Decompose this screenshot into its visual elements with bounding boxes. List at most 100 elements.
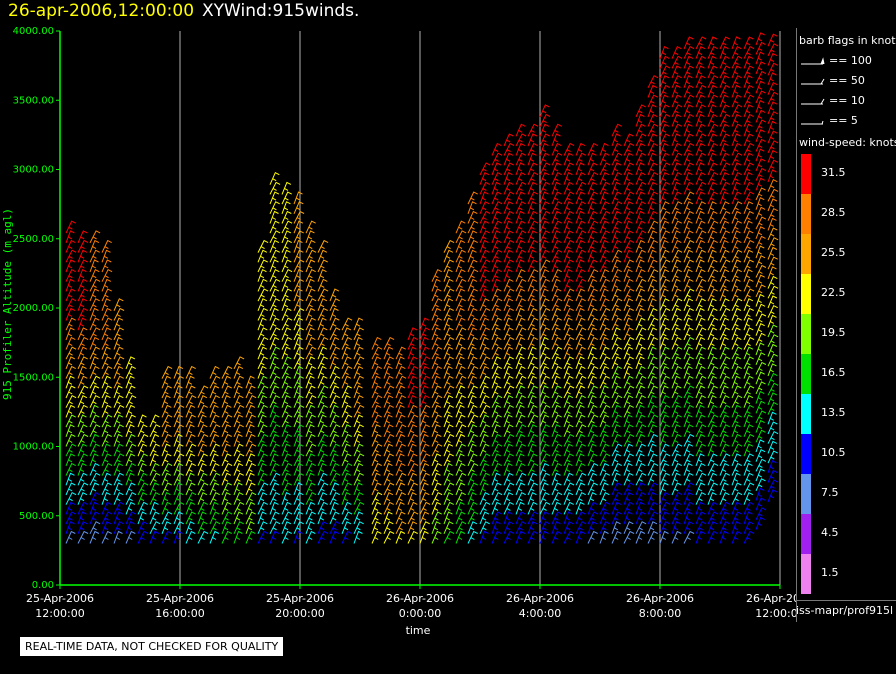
wind-barb (77, 472, 88, 486)
wind-barb (371, 356, 382, 370)
wind-barb (731, 133, 741, 147)
wind-barb (575, 307, 585, 321)
wind-barb (599, 298, 610, 312)
wind-barb (101, 433, 112, 447)
wind-barb (527, 404, 538, 418)
wind-barb (539, 443, 550, 457)
wind-barb (281, 404, 292, 418)
wind-barb (587, 356, 598, 370)
wind-barb (719, 404, 731, 418)
wind-barb (431, 365, 442, 379)
wind-barb (719, 414, 730, 428)
wind-barb (293, 269, 304, 282)
wind-barb (209, 462, 220, 476)
wind-barb (563, 220, 573, 234)
wind-barb (707, 152, 717, 166)
wind-barb (527, 375, 538, 389)
wind-barb (515, 356, 525, 370)
wind-barb (647, 142, 658, 156)
wind-barb (185, 482, 196, 496)
wind-barb (443, 395, 454, 408)
wind-barb (731, 521, 741, 534)
wind-barb (755, 303, 766, 317)
wind-barb (443, 327, 454, 341)
wind-barb (659, 385, 669, 399)
wind-barb (293, 521, 304, 535)
wind-barb (341, 472, 352, 486)
wind-barb (767, 460, 777, 473)
wind-barb (515, 133, 527, 147)
wind-barb (647, 317, 659, 331)
wind-barb (707, 327, 718, 341)
wind-barb (587, 375, 598, 389)
wind-barb (65, 482, 76, 496)
wind-barb (65, 521, 75, 534)
wind-barb (341, 404, 352, 418)
wind-barb (731, 346, 743, 360)
wind-barb (77, 414, 87, 428)
wind-barb (65, 239, 76, 253)
wind-barb (587, 181, 598, 195)
wind-barb (551, 443, 563, 457)
wind-barb (731, 104, 743, 118)
wind-barb (257, 336, 269, 350)
wind-barb (719, 191, 729, 205)
wind-barb (233, 453, 245, 467)
wind-barb (707, 404, 718, 418)
wind-barb (755, 371, 765, 385)
wind-barb (563, 414, 573, 428)
wind-barb (269, 201, 280, 215)
wind-barb (149, 462, 160, 476)
wind-barb (371, 404, 382, 418)
wind-barb (65, 404, 76, 418)
wind-barb (419, 501, 431, 515)
wind-barb (89, 521, 101, 535)
wind-barb (491, 404, 502, 418)
color-swatch (801, 394, 811, 434)
wind-barb (149, 492, 160, 505)
wind-barb (491, 298, 503, 312)
wind-barb (659, 472, 670, 486)
wind-barb (305, 414, 316, 428)
wind-barb (755, 487, 765, 501)
wind-barb (305, 443, 317, 457)
wind-barb (101, 327, 112, 341)
wind-barb (695, 482, 706, 496)
wind-barb (491, 530, 502, 544)
wind-barb (257, 395, 268, 408)
wind-barb (599, 453, 611, 467)
wind-barb (635, 201, 646, 215)
wind-barb (599, 346, 610, 360)
wind-barb (551, 249, 563, 263)
wind-barb (767, 130, 778, 144)
wind-barb (353, 433, 363, 447)
wind-barb (647, 424, 658, 437)
wind-barb (527, 152, 537, 166)
wind-barb (113, 424, 124, 438)
wind-barb (233, 404, 245, 418)
wind-barb (659, 365, 670, 379)
wind-barb (491, 288, 502, 302)
wind-barb (89, 288, 100, 302)
wind-barb (755, 313, 767, 327)
wind-barb (647, 365, 659, 379)
wind-barb (161, 453, 172, 467)
wind-barb (695, 278, 707, 292)
wind-barb (623, 142, 635, 156)
wind-barb (659, 181, 670, 195)
wind-barb (185, 462, 196, 476)
wind-barb (587, 395, 597, 408)
wind-barb (329, 530, 340, 544)
wind-barb (527, 133, 538, 147)
wind-barb (743, 142, 755, 156)
wind-barb (743, 521, 754, 535)
wind-barb (743, 385, 755, 399)
wind-barb (707, 307, 718, 321)
wind-barb (767, 411, 777, 425)
wind-barb (257, 375, 268, 389)
wind-barb (125, 511, 136, 525)
wind-barb (695, 113, 705, 127)
wind-barb (767, 401, 778, 415)
wind-barb (539, 278, 550, 292)
wind-barb (257, 385, 269, 399)
